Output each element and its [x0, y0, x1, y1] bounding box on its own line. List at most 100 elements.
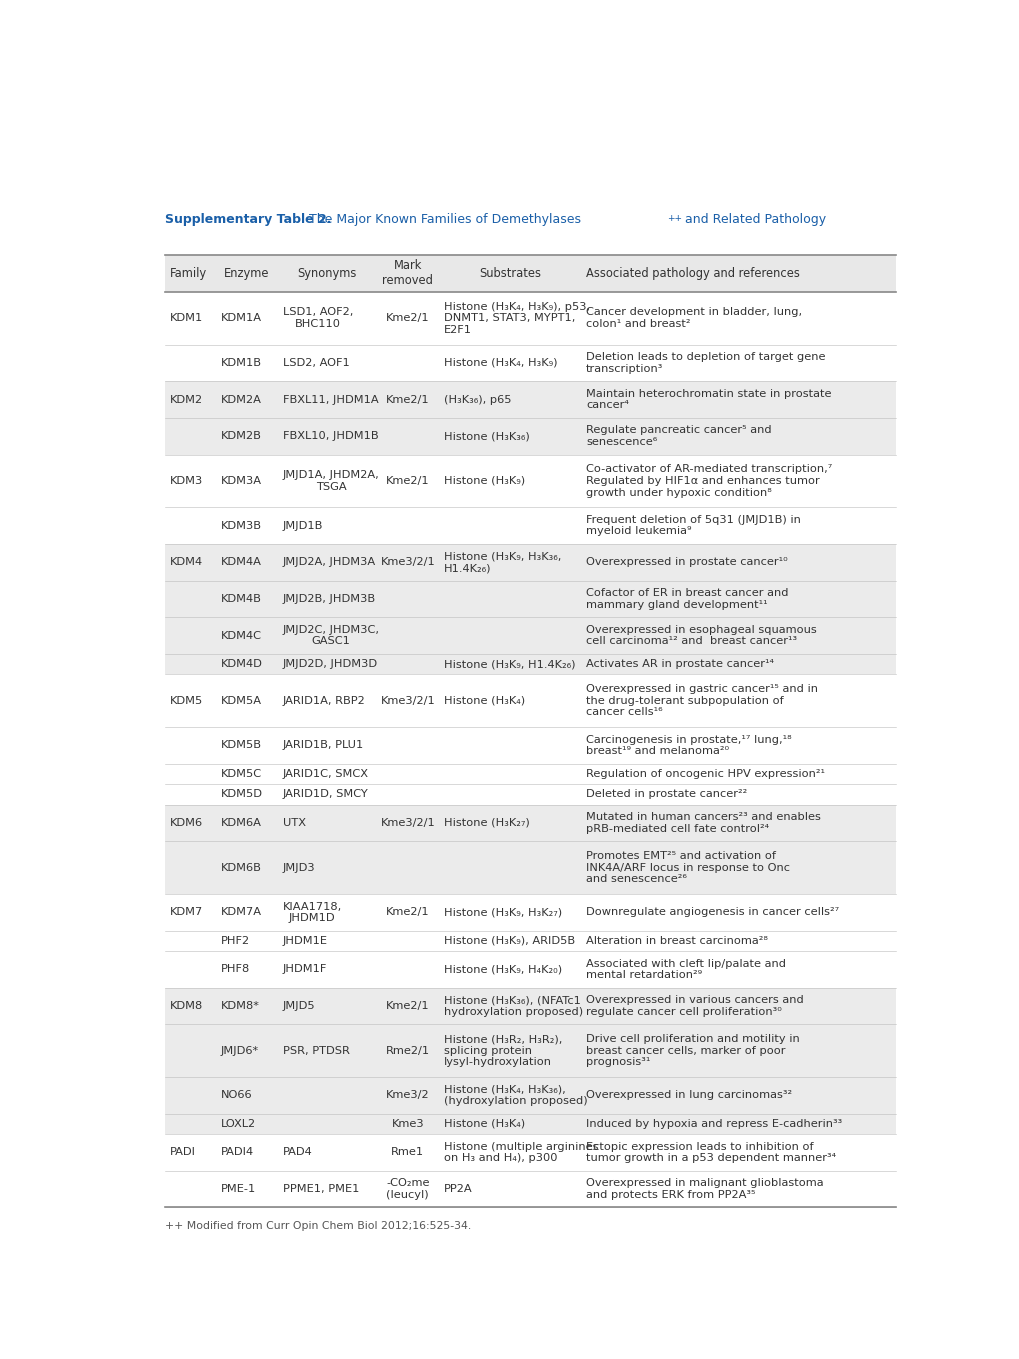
Text: KDM8: KDM8 [169, 1002, 203, 1011]
Text: KDM8*: KDM8* [220, 1002, 259, 1011]
Text: Cancer development in bladder, lung,
colon¹ and breast²: Cancer development in bladder, lung, col… [586, 307, 802, 329]
Text: KDM5C: KDM5C [220, 769, 262, 779]
Text: Kme3: Kme3 [391, 1118, 424, 1129]
Bar [164, 988, 895, 1025]
Bar [164, 654, 895, 674]
Text: Histone (H₃K₉), ARID5B: Histone (H₃K₉), ARID5B [443, 936, 574, 946]
Bar [164, 727, 895, 764]
Bar [164, 1025, 895, 1078]
Text: Carcinogenesis in prostate,¹⁷ lung,¹⁸
breast¹⁹ and melanoma²⁰: Carcinogenesis in prostate,¹⁷ lung,¹⁸ br… [586, 735, 791, 756]
Text: Histone (H₃K₉, H1.4K₂₆): Histone (H₃K₉, H1.4K₂₆) [443, 659, 575, 669]
Text: Histone (H₃K₉, H₄K₂₀): Histone (H₃K₉, H₄K₂₀) [443, 965, 561, 974]
Bar [164, 894, 895, 931]
Text: Overexpressed in various cancers and
regulate cancer cell proliferation³⁰: Overexpressed in various cancers and reg… [586, 995, 803, 1017]
Text: Kme2/1: Kme2/1 [385, 1002, 429, 1011]
Text: PADI4: PADI4 [220, 1147, 254, 1158]
Text: Co-activator of AR-mediated transcription,⁷
Regulated by HIF1α and enhances tumo: Co-activator of AR-mediated transcriptio… [586, 465, 832, 497]
Text: KDM7: KDM7 [169, 908, 203, 917]
Bar [164, 1078, 895, 1114]
Text: KDM2A: KDM2A [220, 394, 261, 405]
Bar [164, 255, 895, 292]
Text: Overexpressed in malignant glioblastoma
and protects ERK from PP2A³⁵: Overexpressed in malignant glioblastoma … [586, 1178, 823, 1200]
Text: KDM4C: KDM4C [220, 631, 261, 640]
Text: JARID1D, SMCY: JARID1D, SMCY [282, 790, 368, 799]
Text: JMJD2D, JHDM3D: JMJD2D, JHDM3D [282, 659, 377, 669]
Text: FBXL11, JHDM1A: FBXL11, JHDM1A [282, 394, 378, 405]
Text: Histone (H₃K₄): Histone (H₃K₄) [443, 696, 524, 705]
Text: KDM6B: KDM6B [220, 863, 261, 872]
Text: Family: Family [169, 266, 206, 280]
Text: (H₃K₃₆), p65: (H₃K₃₆), p65 [443, 394, 511, 405]
Text: ++ Modified from Curr Opin Chem Biol 2012;16:525-34.: ++ Modified from Curr Opin Chem Biol 201… [164, 1220, 471, 1231]
Text: JMJD1A, JHDM2A,
TSGA: JMJD1A, JHDM2A, TSGA [282, 470, 379, 492]
Text: KDM4A: KDM4A [220, 557, 261, 567]
Bar [164, 1135, 895, 1171]
Text: JMJD1B: JMJD1B [282, 520, 323, 530]
Text: Promotes EMT²⁵ and activation of
INK4A/ARF locus in response to Onc
and senescen: Promotes EMT²⁵ and activation of INK4A/A… [586, 851, 790, 885]
Bar [164, 345, 895, 382]
Text: Downregulate angiogenesis in cancer cells²⁷: Downregulate angiogenesis in cancer cell… [586, 908, 839, 917]
Text: Histone (H₃K₉): Histone (H₃K₉) [443, 476, 524, 487]
Text: Overexpressed in esophageal squamous
cell carcinoma¹² and  breast cancer¹³: Overexpressed in esophageal squamous cel… [586, 625, 816, 647]
Text: Histone (H₃K₄, H₃K₃₆),
(hydroxylation proposed): Histone (H₃K₄, H₃K₃₆), (hydroxylation pr… [443, 1084, 587, 1106]
Bar [164, 764, 895, 784]
Text: Activates AR in prostate cancer¹⁴: Activates AR in prostate cancer¹⁴ [586, 659, 773, 669]
Text: PP2A: PP2A [443, 1184, 472, 1195]
Text: KDM1A: KDM1A [220, 313, 261, 323]
Text: KDM3A: KDM3A [220, 476, 261, 487]
Text: Frequent deletion of 5q31 (JMJD1B) in
myeloid leukemia⁹: Frequent deletion of 5q31 (JMJD1B) in my… [586, 515, 800, 537]
Text: Rme1: Rme1 [391, 1147, 424, 1158]
Text: LOXL2: LOXL2 [220, 1118, 256, 1129]
Text: Histone (H₃K₄, H₃K₉), p53,
DNMT1, STAT3, MYPT1,
E2F1: Histone (H₃K₄, H₃K₉), p53, DNMT1, STAT3,… [443, 302, 589, 334]
Text: Regulation of oncogenic HPV expression²¹: Regulation of oncogenic HPV expression²¹ [586, 769, 824, 779]
Text: KDM5: KDM5 [169, 696, 203, 705]
Text: Histone (H₃K₂₇): Histone (H₃K₂₇) [443, 818, 529, 828]
Text: PHF2: PHF2 [220, 936, 250, 946]
Bar [164, 292, 895, 345]
Text: Histone (multiple arginines
on H₃ and H₄), p300: Histone (multiple arginines on H₃ and H₄… [443, 1142, 597, 1163]
Text: Overexpressed in prostate cancer¹⁰: Overexpressed in prostate cancer¹⁰ [586, 557, 787, 567]
Text: PSR, PTDSR: PSR, PTDSR [282, 1045, 350, 1056]
Bar [164, 674, 895, 727]
Text: Deletion leads to depletion of target gene
transcription³: Deletion leads to depletion of target ge… [586, 352, 824, 374]
Text: KDM2: KDM2 [169, 394, 203, 405]
Text: Alteration in breast carcinoma²⁸: Alteration in breast carcinoma²⁸ [586, 936, 767, 946]
Text: PHF8: PHF8 [220, 965, 250, 974]
Text: Deleted in prostate cancer²²: Deleted in prostate cancer²² [586, 790, 747, 799]
Bar [164, 841, 895, 894]
Text: Mark
removed: Mark removed [382, 260, 433, 288]
Text: Kme3/2/1: Kme3/2/1 [380, 818, 435, 828]
Text: PAD4: PAD4 [282, 1147, 312, 1158]
Text: Cofactor of ER in breast cancer and
mammary gland development¹¹: Cofactor of ER in breast cancer and mamm… [586, 588, 788, 610]
Text: JARID1A, RBP2: JARID1A, RBP2 [282, 696, 365, 705]
Text: Associated with cleft lip/palate and
mental retardation²⁹: Associated with cleft lip/palate and men… [586, 958, 786, 980]
Text: JMJD2B, JHDM3B: JMJD2B, JHDM3B [282, 594, 375, 603]
Text: KDM1B: KDM1B [220, 357, 261, 368]
Text: KDM4B: KDM4B [220, 594, 261, 603]
Bar [164, 507, 895, 544]
Text: JHDM1F: JHDM1F [282, 965, 327, 974]
Text: Overexpressed in gastric cancer¹⁵ and in
the drug-tolerant subpopulation of
canc: Overexpressed in gastric cancer¹⁵ and in… [586, 684, 817, 718]
Text: JMJD2A, JHDM3A: JMJD2A, JHDM3A [282, 557, 375, 567]
Text: PADI: PADI [169, 1147, 196, 1158]
Bar [164, 544, 895, 580]
Text: KDM3B: KDM3B [220, 520, 261, 530]
Text: Histone (H₃K₄, H₃K₉): Histone (H₃K₄, H₃K₉) [443, 357, 556, 368]
Text: Histone (H₃R₂, H₃R₂),
splicing protein
lysyl-hydroxylation: Histone (H₃R₂, H₃R₂), splicing protein l… [443, 1034, 561, 1067]
Text: Ectopic expression leads to inhibition of
tumor growth in a p53 dependent manner: Ectopic expression leads to inhibition o… [586, 1142, 836, 1163]
Text: Synonyms: Synonyms [298, 266, 357, 280]
Text: KDM2B: KDM2B [220, 431, 261, 442]
Bar [164, 1114, 895, 1135]
Bar [164, 417, 895, 454]
Text: JMJD5: JMJD5 [282, 1002, 315, 1011]
Text: KDM4: KDM4 [169, 557, 203, 567]
Text: JMJD2C, JHDM3C,
GASC1: JMJD2C, JHDM3C, GASC1 [282, 625, 379, 647]
Text: UTX: UTX [282, 818, 306, 828]
Text: KDM4D: KDM4D [220, 659, 262, 669]
Text: Mutated in human cancers²³ and enables
pRB-mediated cell fate control²⁴: Mutated in human cancers²³ and enables p… [586, 813, 820, 833]
Text: KIAA1718,
JHDM1D: KIAA1718, JHDM1D [282, 901, 341, 923]
Text: -CO₂me
(leucyl): -CO₂me (leucyl) [385, 1178, 429, 1200]
Text: KDM6: KDM6 [169, 818, 203, 828]
Bar [164, 784, 895, 805]
Text: PME-1: PME-1 [220, 1184, 256, 1195]
